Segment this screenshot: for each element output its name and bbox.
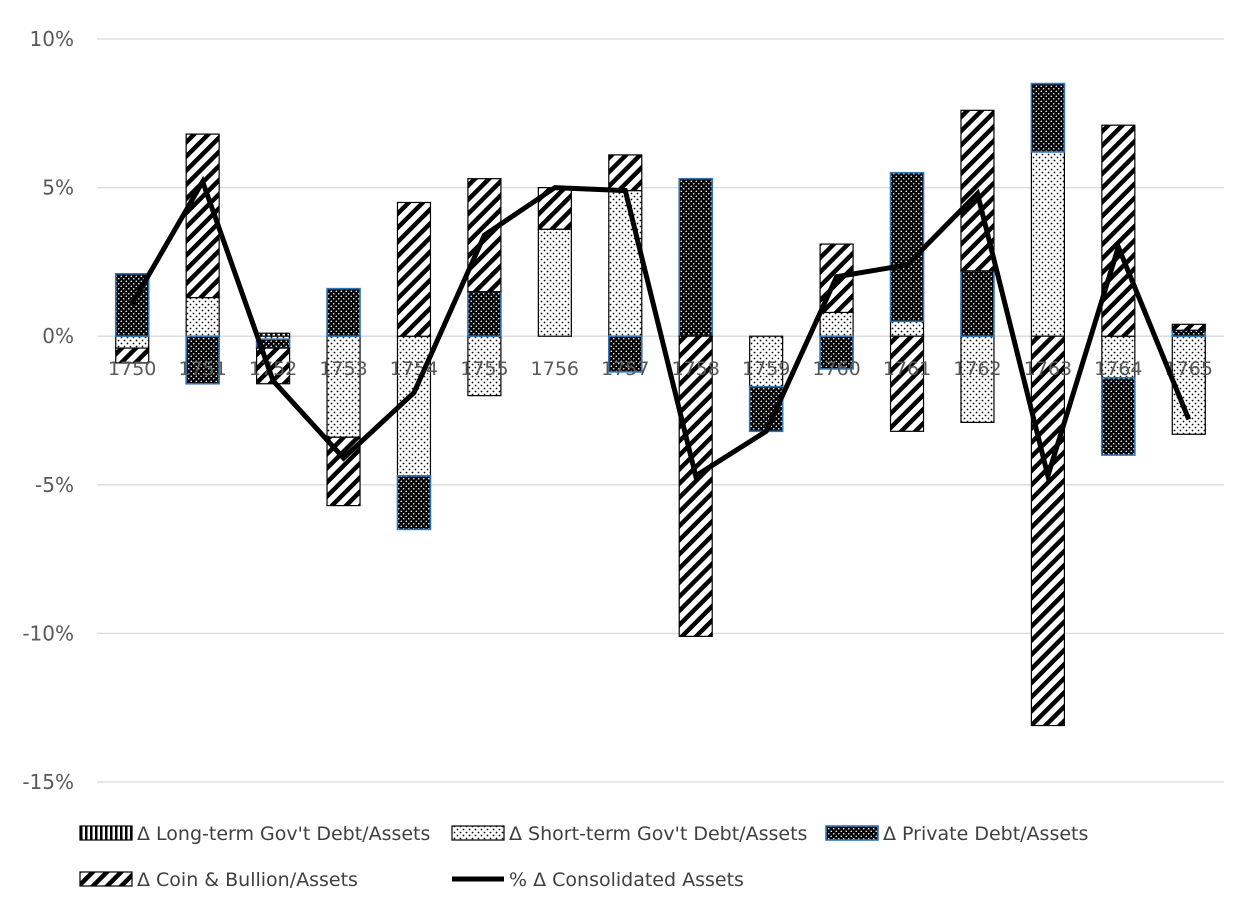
bars bbox=[114, 82, 1207, 727]
bar-segment bbox=[1101, 377, 1136, 456]
bar-segment bbox=[1030, 335, 1066, 727]
bar-segment bbox=[1030, 151, 1066, 337]
bar-segment bbox=[1171, 323, 1206, 331]
bar-segment bbox=[960, 335, 995, 423]
legend-swatch bbox=[79, 871, 133, 887]
category-label: 1752 bbox=[249, 358, 297, 380]
y-tick-label: -10% bbox=[22, 621, 74, 645]
bar-segment bbox=[326, 287, 361, 338]
category-label: 1758 bbox=[672, 358, 720, 380]
y-tick-label: 5% bbox=[42, 176, 74, 200]
bar-segment bbox=[185, 296, 220, 337]
y-tick-label: 0% bbox=[42, 324, 74, 348]
line-series bbox=[130, 175, 1192, 486]
bar-segment bbox=[678, 177, 714, 338]
category-label: 1759 bbox=[742, 358, 790, 380]
category-label: 1763 bbox=[1024, 358, 1072, 380]
y-axis-ticks: 10% 5% 0% -5% -10% -15% bbox=[22, 27, 74, 794]
legend-label: % Δ Consolidated Assets bbox=[509, 869, 744, 891]
bar-segment bbox=[608, 154, 643, 192]
bar-segment bbox=[819, 335, 854, 370]
legend-label: Δ Long-term Gov't Debt/Assets bbox=[137, 823, 430, 845]
legend-swatch bbox=[79, 825, 133, 841]
legend-label: Δ Short-term Gov't Debt/Assets bbox=[509, 823, 807, 845]
y-tick-label: -15% bbox=[22, 770, 74, 794]
category-label: 1762 bbox=[953, 358, 1001, 380]
y-tick-label: -5% bbox=[35, 473, 74, 497]
bar-segment bbox=[1171, 329, 1207, 338]
bar-segment bbox=[889, 335, 925, 432]
bar-segment bbox=[749, 335, 784, 388]
bar-segment bbox=[396, 475, 432, 531]
category-label: 1753 bbox=[319, 358, 367, 380]
legend-swatch bbox=[825, 825, 879, 841]
y-tick-label: 10% bbox=[30, 27, 74, 51]
category-labels: 1750 1751 1752 1753 1754 1755 1756 1757 1758 1759… bbox=[108, 358, 1213, 380]
bar-segment bbox=[889, 320, 925, 337]
category-label: 1765 bbox=[1165, 358, 1213, 380]
bar-segment bbox=[185, 335, 220, 385]
bar-segment bbox=[115, 335, 150, 349]
bar-segment bbox=[115, 347, 150, 364]
category-label: 1751 bbox=[178, 358, 226, 380]
bar-segment bbox=[467, 335, 502, 397]
bar-segment bbox=[1101, 124, 1136, 337]
category-label: 1755 bbox=[460, 358, 508, 380]
bar-segment bbox=[326, 335, 361, 438]
category-label: 1761 bbox=[883, 358, 931, 380]
category-label: 1757 bbox=[601, 358, 649, 380]
bar-segment bbox=[819, 311, 854, 337]
bar-segment bbox=[678, 335, 713, 637]
legend-swatch bbox=[451, 825, 505, 841]
legend: Δ Long-term Gov't Debt/Assets Δ Short-ter… bbox=[79, 823, 1088, 891]
bar-segment bbox=[396, 201, 432, 337]
category-label: 1756 bbox=[531, 358, 579, 380]
category-label: 1750 bbox=[108, 358, 156, 380]
bar-segment bbox=[608, 189, 643, 337]
bar-segment bbox=[889, 171, 925, 323]
consolidated-assets-line bbox=[130, 175, 1192, 486]
bar-segment bbox=[960, 270, 995, 338]
category-label: 1760 bbox=[812, 358, 860, 380]
bar-segment bbox=[607, 335, 643, 373]
bar-segment bbox=[1030, 82, 1066, 153]
category-label: 1764 bbox=[1094, 358, 1142, 380]
bar-segment bbox=[537, 228, 572, 337]
bar-segment bbox=[537, 187, 572, 230]
legend-label: Δ Private Debt/Assets bbox=[883, 823, 1088, 845]
bar-segment bbox=[467, 290, 502, 337]
category-label: 1754 bbox=[390, 358, 438, 380]
legend-label: Δ Coin & Bullion/Assets bbox=[137, 869, 358, 891]
